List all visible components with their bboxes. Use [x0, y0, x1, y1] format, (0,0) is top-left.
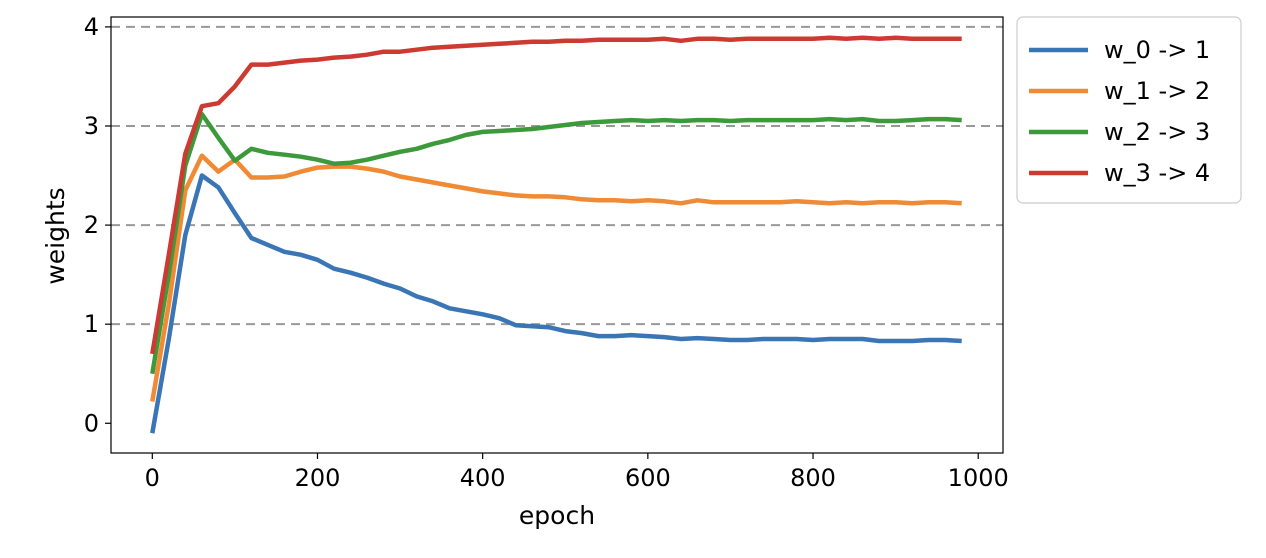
y-tick-label: 3 [84, 112, 99, 140]
axis-layer: 0 1 2 3 4 0 200 400 600 800 1000 [84, 13, 1009, 492]
series-layer [150, 35, 962, 434]
y-tick-label: 0 [84, 409, 99, 437]
y-tick-label: 4 [84, 13, 99, 41]
series-line-2 [150, 111, 962, 375]
series-line-0 [150, 173, 962, 434]
y-tick-label: 1 [84, 310, 99, 338]
legend-items: w_0 -> 1 w_1 -> 2 w_2 -> 3 w_3 -> 4 [1029, 36, 1210, 187]
plot-frame [110, 16, 1004, 454]
legend: w_0 -> 1 w_1 -> 2 w_2 -> 3 w_3 -> 4 [1016, 16, 1242, 204]
series-line-3 [150, 35, 962, 355]
y-tick-label: 2 [84, 211, 99, 239]
y-axis-label: weights [41, 187, 70, 284]
x-tick-label: 800 [790, 464, 836, 492]
x-tick-label: 1000 [948, 464, 1009, 492]
legend-label: w_3 -> 4 [1104, 159, 1210, 187]
x-tick-label: 600 [625, 464, 671, 492]
x-axis-label: epoch [519, 501, 595, 530]
grid-layer [111, 25, 1003, 326]
x-tick-label: 400 [460, 464, 506, 492]
series-line-1 [150, 153, 962, 402]
legend-label: w_2 -> 3 [1104, 118, 1210, 146]
x-tick-label: 0 [145, 464, 160, 492]
legend-label: w_0 -> 1 [1104, 36, 1210, 64]
x-tick-label: 200 [295, 464, 341, 492]
legend-box [1016, 16, 1242, 204]
legend-label: w_1 -> 2 [1104, 77, 1210, 105]
